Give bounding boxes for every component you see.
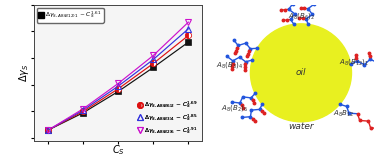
Text: water: water (288, 122, 314, 131)
Text: $A_8(B_6)_2$: $A_8(B_6)_2$ (288, 11, 314, 21)
Text: $A_8(B_2)_6$: $A_8(B_2)_6$ (221, 103, 248, 113)
Legend: $\Delta\gamma_{S,\,A8(B6)2}$ ~ $C_S^{1.69}$, $\Delta\gamma_{S,\,A8(B3)4}$ ~ $C_S: $\Delta\gamma_{S,\,A8(B6)2}$ ~ $C_S^{1.6… (135, 98, 200, 138)
Text: $A_8(B_3)_4$: $A_8(B_3)_4$ (216, 60, 243, 70)
Text: $A_8(B_{12})_1$: $A_8(B_{12})_1$ (339, 57, 369, 67)
Text: $A_8B_{12}$: $A_8B_{12}$ (333, 108, 354, 119)
Ellipse shape (251, 24, 352, 122)
X-axis label: $C_S$: $C_S$ (112, 144, 125, 157)
Y-axis label: $\Delta\gamma_S$: $\Delta\gamma_S$ (17, 64, 31, 82)
Text: oil: oil (296, 68, 306, 77)
